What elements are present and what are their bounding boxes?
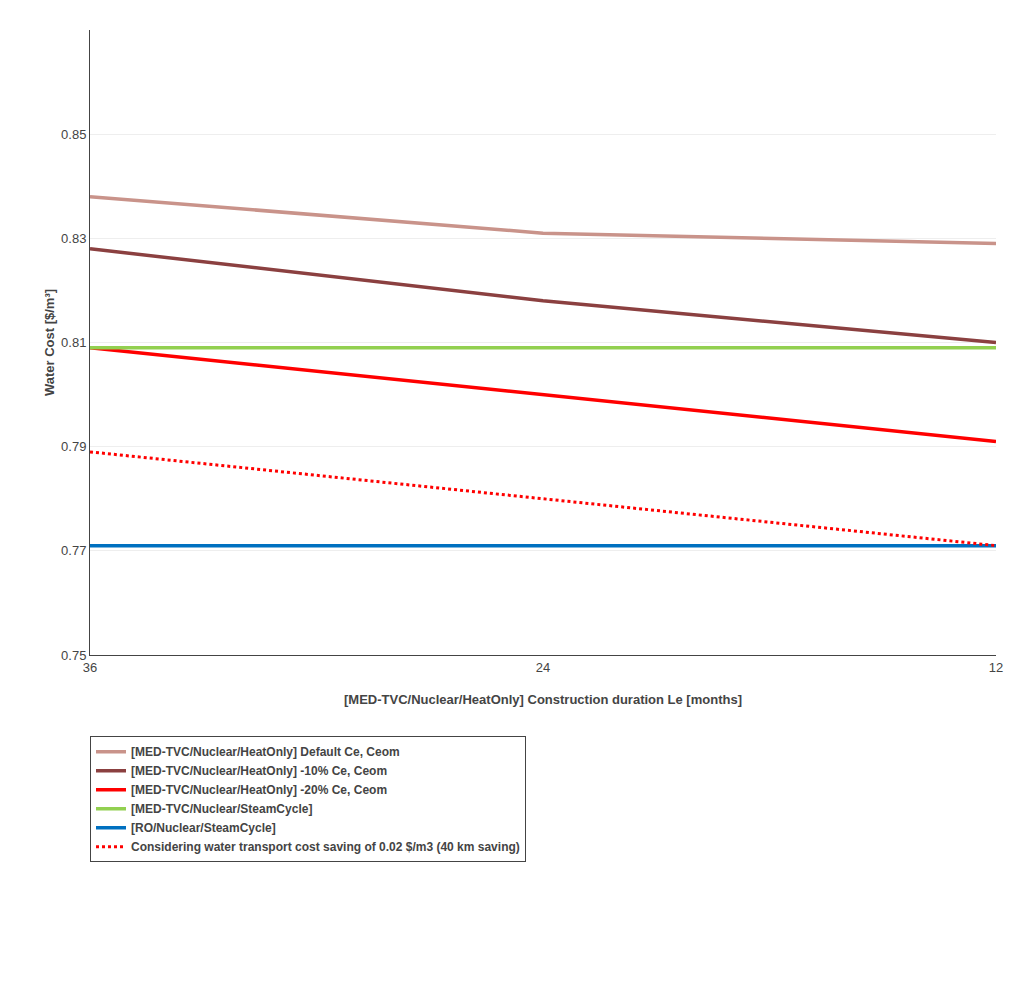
- svg-text:36: 36: [83, 660, 97, 675]
- svg-text:0.75: 0.75: [61, 648, 86, 663]
- svg-text:0.81: 0.81: [61, 335, 86, 350]
- svg-text:Considering water transport co: Considering water transport cost saving …: [131, 840, 520, 854]
- svg-text:[MED-TVC/Nuclear/HeatOnly] Def: [MED-TVC/Nuclear/HeatOnly] Default Ce, C…: [131, 745, 400, 759]
- svg-text:[RO/Nuclear/SteamCycle]: [RO/Nuclear/SteamCycle]: [131, 821, 276, 835]
- svg-text:[MED-TVC/Nuclear/HeatOnly] -10: [MED-TVC/Nuclear/HeatOnly] -10% Ce, Ceom: [131, 764, 387, 778]
- svg-text:24: 24: [536, 660, 550, 675]
- svg-text:Water Cost [$/m³]: Water Cost [$/m³]: [42, 289, 57, 396]
- svg-text:12: 12: [989, 660, 1003, 675]
- svg-text:0.79: 0.79: [61, 439, 86, 454]
- svg-text:[MED-TVC/Nuclear/SteamCycle]: [MED-TVC/Nuclear/SteamCycle]: [131, 802, 312, 816]
- svg-text:0.77: 0.77: [61, 543, 86, 558]
- svg-text:0.85: 0.85: [61, 127, 86, 142]
- svg-text:0.83: 0.83: [61, 231, 86, 246]
- svg-text:[MED-TVC/Nuclear/HeatOnly] -20: [MED-TVC/Nuclear/HeatOnly] -20% Ce, Ceom: [131, 783, 387, 797]
- svg-text:[MED-TVC/Nuclear/HeatOnly] Con: [MED-TVC/Nuclear/HeatOnly] Construction …: [344, 692, 742, 707]
